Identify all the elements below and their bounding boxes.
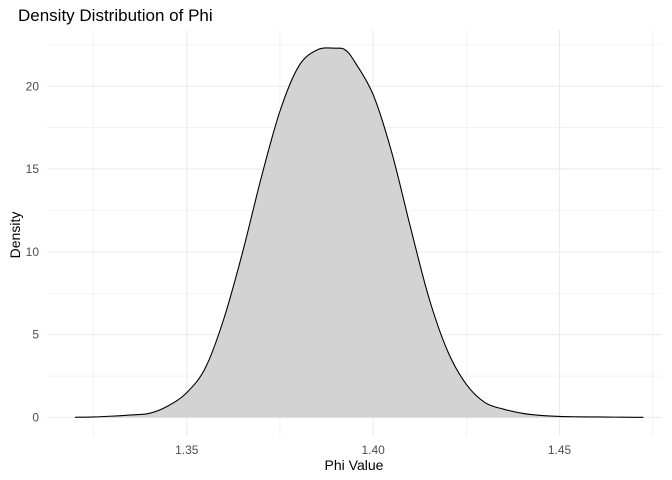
x-tick-label: 1.35 (175, 443, 199, 457)
x-tick-label: 1.45 (548, 443, 572, 457)
chart-title: Density Distribution of Phi (18, 6, 213, 25)
density-area (74, 47, 644, 418)
y-axis-title: Density (7, 212, 23, 259)
y-tick-label: 0 (32, 410, 39, 424)
x-tick-label: 1.40 (361, 443, 385, 457)
y-tick-label: 20 (26, 79, 40, 93)
y-tick-label: 5 (32, 328, 39, 342)
y-tick-label: 15 (26, 162, 40, 176)
x-axis-title: Phi Value (325, 457, 384, 473)
x-axis-ticks: 1.35 1.40 1.45 (175, 443, 571, 457)
density-line (74, 47, 644, 418)
y-axis-ticks: 0 5 10 15 20 (26, 79, 40, 424)
y-tick-label: 10 (26, 245, 40, 259)
